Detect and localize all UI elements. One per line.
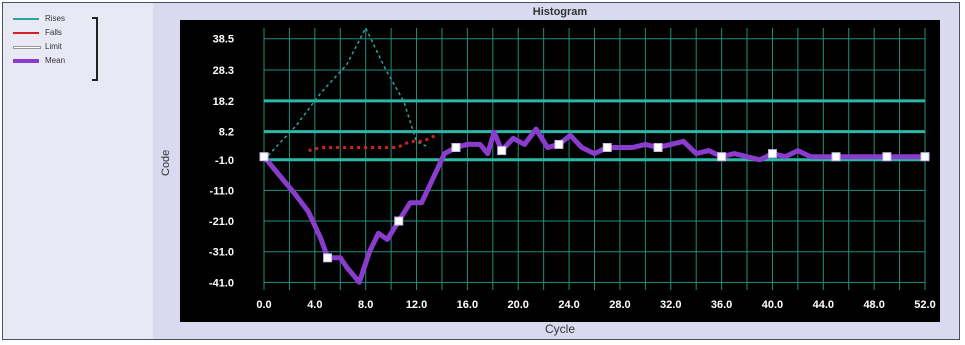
- legend-swatch-rises: [13, 18, 39, 20]
- x-tick-label: 16.0: [457, 299, 478, 311]
- y-tick-label: -41.0: [209, 277, 234, 289]
- mean-marker: [554, 139, 564, 149]
- mean-marker: [323, 253, 333, 263]
- mean-marker: [882, 152, 892, 162]
- mean-marker: [920, 152, 930, 162]
- x-tick-label: 0.0: [256, 299, 271, 311]
- mean-marker: [831, 152, 841, 162]
- y-tick-label: 8.2: [219, 127, 234, 139]
- x-tick-label: 4.0: [307, 299, 322, 311]
- plot-background: [180, 20, 940, 322]
- y-tick-label: 38.5: [213, 34, 234, 46]
- mean-marker: [767, 149, 777, 159]
- mean-marker: [602, 143, 612, 153]
- series-line-mean: [261, 126, 928, 285]
- legend-panel: Rises Falls Limit Mean: [3, 3, 153, 339]
- legend-swatch-falls: [13, 32, 39, 34]
- legend-item-mean: Mean: [9, 55, 99, 67]
- legend-item-rises: Rises: [9, 13, 99, 25]
- legend-swatch-limit: [13, 46, 41, 49]
- y-tick-label: 18.2: [213, 96, 234, 108]
- legend-label-mean: Mean: [45, 56, 66, 65]
- x-tick-label: 20.0: [508, 299, 529, 311]
- x-tick-label: 8.0: [358, 299, 373, 311]
- x-tick-label: 40.0: [762, 299, 783, 311]
- mean-marker: [394, 216, 404, 226]
- x-axis-title: Cycle: [544, 322, 575, 336]
- mean-marker: [259, 152, 269, 162]
- x-tick-label: 28.0: [609, 299, 630, 311]
- legend-bracket: [92, 17, 98, 81]
- x-tick-label: 52.0: [914, 299, 935, 311]
- series-line-falls: [308, 133, 437, 153]
- legend-item-falls: Falls: [9, 27, 99, 39]
- legend: Rises Falls Limit Mean: [9, 13, 98, 81]
- x-tick-label: 48.0: [863, 299, 884, 311]
- legend-item-limit: Limit: [9, 41, 99, 53]
- y-tick-label: -31.0: [209, 247, 234, 259]
- mean-marker: [653, 143, 663, 153]
- legend-swatch-mean: [13, 59, 39, 63]
- chart-title: Histogram: [532, 6, 588, 18]
- x-tick-label: 12.0: [406, 299, 427, 311]
- x-tick-label: 36.0: [711, 299, 732, 311]
- y-tick-label: -21.0: [209, 216, 234, 228]
- x-tick-label: 44.0: [813, 299, 834, 311]
- y-axis-title: Code: [160, 149, 172, 176]
- legend-label-falls: Falls: [45, 28, 62, 37]
- mean-marker: [497, 146, 507, 156]
- chart-area: 38.5 28.3 18.2 8.2 -1.0 -11.0 -21.0 -31.0 -41.0 0…: [180, 20, 940, 322]
- legend-label-rises: Rises: [45, 14, 66, 23]
- x-tick-label: 32.0: [660, 299, 681, 311]
- y-tick-label: -11.0: [210, 185, 234, 197]
- y-tick-label: -1.0: [215, 155, 234, 167]
- series-line-rises: [263, 26, 430, 161]
- mean-marker: [717, 152, 727, 162]
- x-tick-label: 24.0: [558, 299, 579, 311]
- mean-marker: [451, 143, 461, 153]
- y-tick-label: 28.3: [213, 65, 234, 77]
- legend-label-limit: Limit: [45, 42, 62, 51]
